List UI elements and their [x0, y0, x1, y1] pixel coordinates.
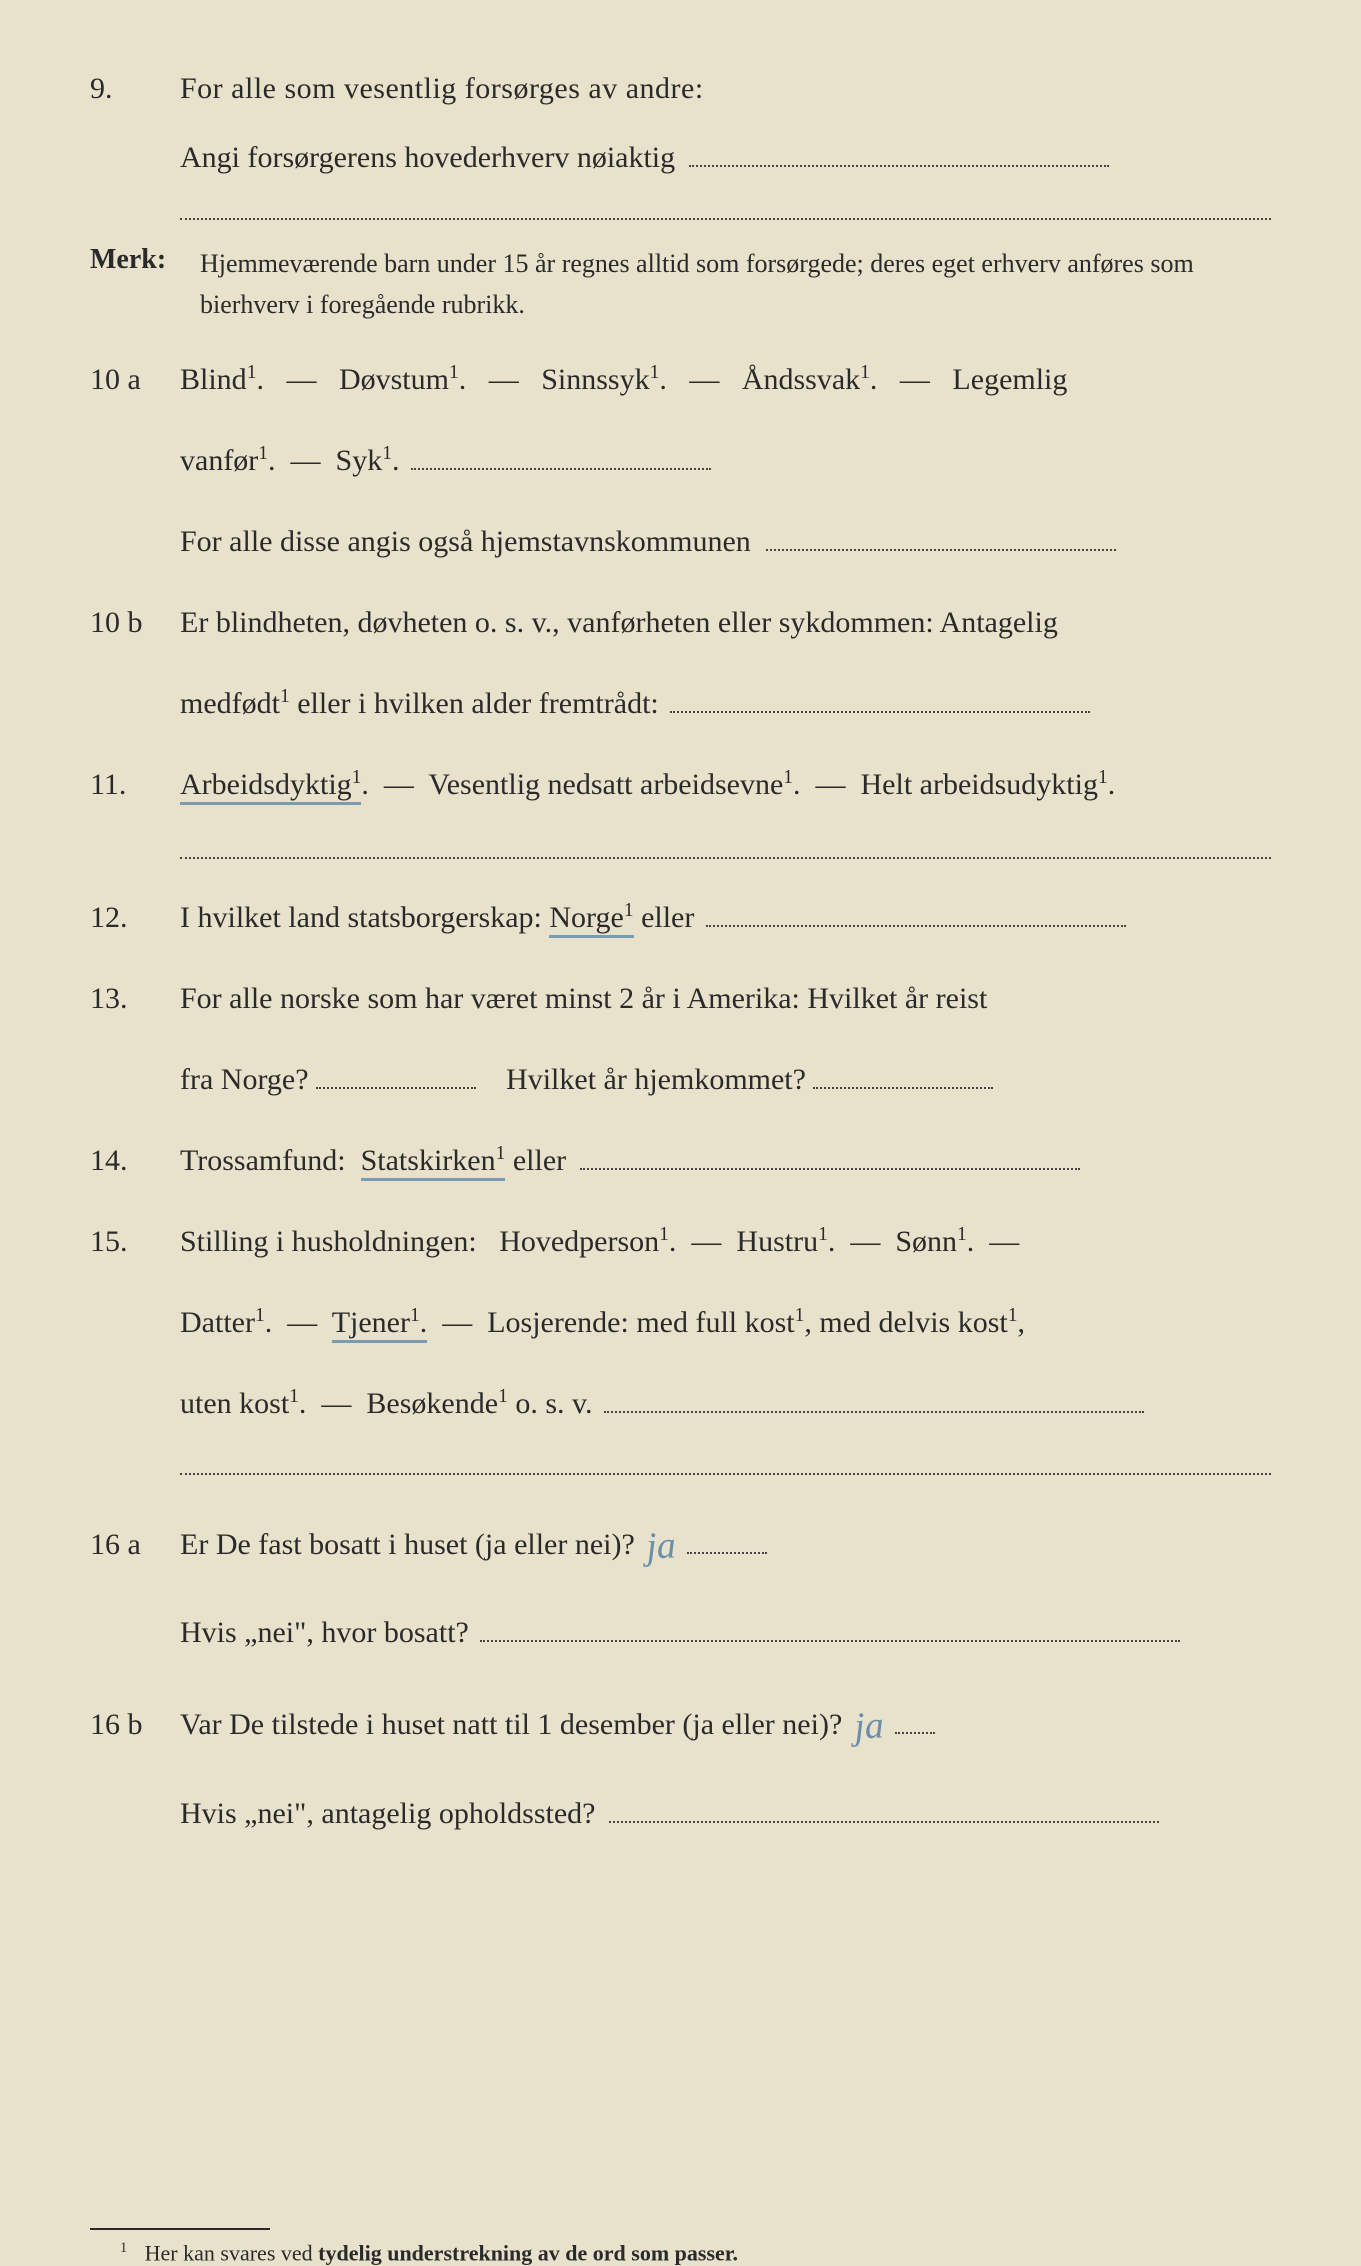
q11-opt2: Vesentlig nedsatt arbeidsevne1. [428, 768, 800, 801]
q11-selected-arbeidsdyktig: Arbeidsdyktig1 [180, 768, 361, 805]
q10a-opt-vanfor: vanfør1. [180, 444, 276, 477]
q10a-opt-andssvak: Åndssvak1. [742, 363, 878, 396]
q10a-line3-text: For alle disse angis også hjemstavnskomm… [180, 525, 751, 558]
q11-blank-line [180, 837, 1271, 859]
q16b-q2: Hvis „nei", antagelig opholdssted? [180, 1797, 596, 1830]
question-10b: 10 b Er blindheten, døvheten o. s. v., v… [90, 588, 1271, 657]
q11-opt3: Helt arbeidsudyktig1. [861, 768, 1116, 801]
q16a-number: 16 a [90, 1510, 180, 1579]
q15-lead: Stilling i husholdningen: [180, 1225, 477, 1258]
question-10a: 10 a Blind1. — Døvstum1. — Sinnssyk1. — … [90, 345, 1271, 414]
question-14: 14. Trossamfund: Statskirken1 eller [90, 1126, 1271, 1195]
q10a-line3: For alle disse angis også hjemstavnskomm… [90, 507, 1271, 576]
question-9: 9. For alle som vesentlig forsørges av a… [90, 60, 1271, 117]
q16a-line2: Hvis „nei", hvor bosatt? [90, 1598, 1271, 1667]
q13-text2a: fra Norge? [180, 1063, 309, 1096]
q9-line2-text: Angi forsørgerens hovederhverv nøiaktig [180, 141, 675, 174]
q13-line2: fra Norge? Hvilket år hjemkommet? [90, 1045, 1271, 1114]
q14-selected-statskirken: Statskirken1 [361, 1144, 506, 1181]
q9-blank [689, 165, 1109, 167]
q16b-blank1 [895, 1732, 935, 1734]
q9-blank-line [180, 198, 1271, 220]
q16a-q2: Hvis „nei", hvor bosatt? [180, 1616, 469, 1649]
q16a-answer: ja [644, 1502, 678, 1591]
q16b-answer: ja [852, 1682, 886, 1771]
q12-after: eller [641, 901, 694, 934]
question-11: 11. Arbeidsdyktig1. — Vesentlig nedsatt … [90, 750, 1271, 819]
q13-number: 13. [90, 964, 180, 1033]
question-16b: 16 b Var De tilstede i huset natt til 1 … [90, 1679, 1271, 1766]
q10a-opt-sinnssyk: Sinnssyk1. [541, 363, 667, 396]
q9-line1: For alle som vesentlig forsørges av andr… [180, 60, 1271, 117]
q15-osv: o. s. v. [508, 1387, 593, 1420]
q15-sonn: Sønn1. [895, 1225, 974, 1258]
q14-after: eller [513, 1144, 566, 1177]
footnote: 1 Her kan svares ved tydelig understrekn… [90, 2240, 1271, 2266]
q12-number: 12. [90, 883, 180, 952]
q15-number: 15. [90, 1207, 180, 1276]
q14-text: Trossamfund: [180, 1144, 346, 1177]
q15-hovedperson: Hovedperson1. [499, 1225, 676, 1258]
q10b-text1: Er blindheten, døvheten o. s. v., vanfør… [180, 588, 1271, 657]
merk-label: Merk: [90, 244, 200, 276]
merk-text: Hjemmeværende barn under 15 år regnes al… [200, 244, 1271, 325]
q12-selected-norge: Norge1 [549, 901, 633, 938]
q11-number: 11. [90, 750, 180, 819]
q16b-number: 16 b [90, 1690, 180, 1759]
q10a-opt-blind: Blind1. [180, 363, 264, 396]
q10a-blank2 [766, 549, 1116, 551]
q10b-text2b: eller i hvilken alder fremtrådt: [297, 687, 659, 720]
q16b-blank2 [609, 1821, 1159, 1823]
q16b-q1: Var De tilstede i huset natt til 1 desem… [180, 1708, 842, 1741]
q10a-opt-legemlig: Legemlig [952, 363, 1067, 396]
q15-line2: Datter1. — Tjener1. — Losjerende: med fu… [90, 1288, 1271, 1357]
q15-besokende: Besøkende1 [366, 1387, 507, 1420]
q13-blank1 [316, 1059, 476, 1089]
q10b-line2: medfødt1 eller i hvilken alder fremtrådt… [90, 669, 1271, 738]
q10a-opt-dovstum: Døvstum1. [339, 363, 466, 396]
q10a-opt-syk: Syk1. [336, 444, 400, 477]
q15-line3: uten kost1. — Besøkende1 o. s. v. [90, 1369, 1271, 1438]
q10b-number: 10 b [90, 588, 180, 657]
q16a-blank2 [480, 1640, 1180, 1642]
q15-blank-line [180, 1452, 1271, 1474]
q12-text: I hvilket land statsborgerskap: [180, 901, 542, 934]
q15-blank [604, 1411, 1144, 1413]
footnote-marker: 1 [120, 2240, 127, 2256]
q15-losjerende: Losjerende: med full kost1 [487, 1306, 804, 1339]
census-form-page: 9. For alle som vesentlig forsørges av a… [90, 60, 1271, 1998]
q10b-medfodt: medfødt1 [180, 687, 290, 720]
q15-datter: Datter1. [180, 1306, 272, 1339]
q15-delvis: , med delvis kost1, [804, 1306, 1025, 1339]
q10a-number: 10 a [90, 345, 180, 414]
q9-number: 9. [90, 60, 180, 117]
q16a-q1: Er De fast bosatt i huset (ja eller nei)… [180, 1528, 635, 1561]
question-12: 12. I hvilket land statsborgerskap: Norg… [90, 883, 1271, 952]
q10b-blank [670, 711, 1090, 713]
q13-text2b: Hvilket år hjemkommet? [506, 1063, 806, 1096]
q10a-blank [411, 468, 711, 470]
q12-blank [706, 925, 1126, 927]
q16b-line2: Hvis „nei", antagelig opholdssted? [90, 1779, 1271, 1848]
note-merk: Merk: Hjemmeværende barn under 15 år reg… [90, 244, 1271, 325]
q16a-blank1 [687, 1552, 767, 1554]
footnote-text-plain: Her kan svares ved [145, 2240, 319, 2265]
q15-selected-tjener: Tjener1. [332, 1306, 428, 1343]
question-13: 13. For alle norske som har været minst … [90, 964, 1271, 1033]
footnote-rule [90, 2228, 270, 2230]
q14-number: 14. [90, 1126, 180, 1195]
q15-utenkost: uten kost1. [180, 1387, 306, 1420]
question-16a: 16 a Er De fast bosatt i huset (ja eller… [90, 1499, 1271, 1586]
q9-line2-row: Angi forsørgerens hovederhverv nøiaktig [90, 129, 1271, 186]
q13-blank2 [813, 1059, 993, 1089]
question-15: 15. Stilling i husholdningen: Hovedperso… [90, 1207, 1271, 1276]
q14-blank [580, 1168, 1080, 1170]
q15-hustru: Hustru1. [736, 1225, 835, 1258]
q10a-line2: vanfør1. — Syk1. [90, 426, 1271, 495]
q13-text1: For alle norske som har været minst 2 år… [180, 964, 1271, 1033]
footnote-text-bold: tydelig understrekning av de ord som pas… [318, 2240, 738, 2265]
